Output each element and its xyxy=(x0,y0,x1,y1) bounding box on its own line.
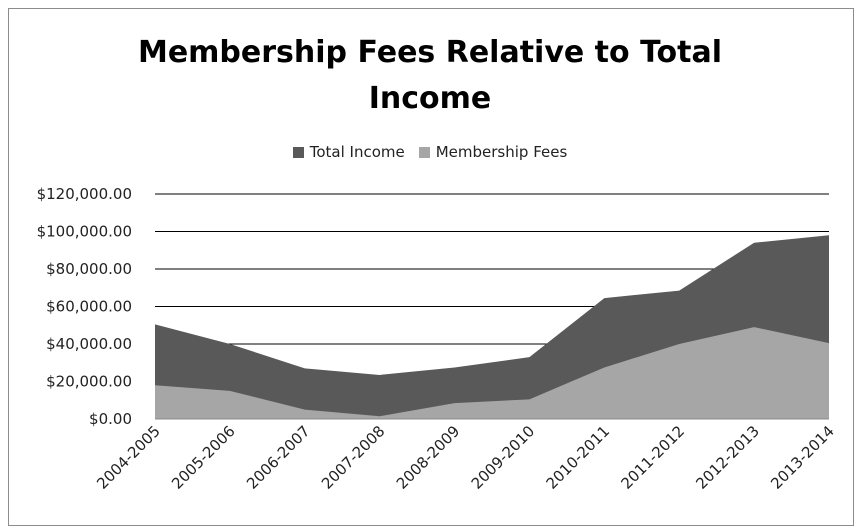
y-tick-label: $120,000.00 xyxy=(37,185,132,203)
x-tick-label: 2006-2007 xyxy=(243,422,314,493)
x-tick-label: 2008-2009 xyxy=(393,422,464,493)
legend-swatch-membership-fees xyxy=(418,146,430,158)
area-series-membership-fees xyxy=(155,327,829,419)
x-tick-label: 2009-2010 xyxy=(468,422,539,493)
legend-label-membership-fees: Membership Fees xyxy=(435,143,568,161)
x-tick-label: 2007-2008 xyxy=(318,422,389,493)
y-tick-label: $20,000.00 xyxy=(46,373,132,391)
chart-frame xyxy=(8,8,854,526)
x-tick-label: 2012-2013 xyxy=(692,422,763,493)
chart-legend: Total Income Membership Fees xyxy=(0,141,860,163)
chart-title-line-2: Income xyxy=(368,81,492,116)
y-tick-label: $80,000.00 xyxy=(46,260,132,278)
x-tick-label: 2011-2012 xyxy=(618,422,689,493)
x-tick-label: 2013-2014 xyxy=(767,422,838,493)
y-tick-label: $60,000.00 xyxy=(46,298,132,316)
x-tick-label: 2004-2005 xyxy=(93,422,164,493)
y-tick-label: $0.00 xyxy=(89,410,132,428)
x-tick-label: 2005-2006 xyxy=(168,422,239,493)
legend-item-membership-fees: Membership Fees xyxy=(418,141,568,163)
chart-title: Membership Fees Relative to Total Income xyxy=(0,30,860,122)
legend-item-total-income: Total Income xyxy=(292,141,405,163)
y-tick-label: $40,000.00 xyxy=(46,335,132,353)
y-tick-label: $100,000.00 xyxy=(37,223,132,241)
chart-title-line-1: Membership Fees Relative to Total xyxy=(137,35,723,70)
legend-swatch-total-income xyxy=(292,146,304,158)
x-tick-label: 2010-2011 xyxy=(543,422,614,493)
legend-label-total-income: Total Income xyxy=(309,143,405,161)
